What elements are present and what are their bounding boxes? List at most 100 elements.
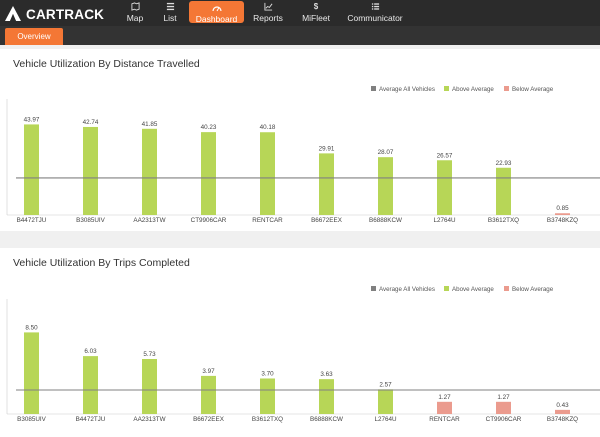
- nav-dashboard-label: Dashboard: [195, 14, 238, 24]
- bar-value-label: 3.97: [202, 368, 215, 375]
- x-tick-label: B3612TXQ: [488, 217, 519, 224]
- legend-swatch-average: [371, 86, 376, 91]
- chart-bar[interactable]: [319, 379, 334, 414]
- bar-value-label: 22.93: [496, 160, 512, 167]
- x-tick-label: AA2313TW: [133, 416, 165, 423]
- bar-value-label: 0.85: [556, 205, 569, 212]
- reports-icon: [263, 2, 273, 12]
- x-tick-label: B3612TXQ: [252, 416, 283, 423]
- brand-name: CARTRACK: [26, 6, 105, 22]
- x-tick-label: B3748KZQ: [547, 416, 578, 423]
- distance-chart: Average All Vehicles Above Average Below A…: [6, 86, 600, 224]
- bar-value-label: 1.27: [497, 394, 510, 401]
- chart-bar[interactable]: [437, 160, 452, 215]
- nav-reports-label: Reports: [253, 13, 283, 23]
- tab-overview[interactable]: Overview: [5, 28, 63, 45]
- nav-list-label: List: [163, 13, 177, 23]
- bar-value-label: 3.70: [261, 370, 274, 377]
- trips-chart: Average All Vehicles Above Average Below A…: [6, 286, 600, 423]
- bar-value-label: 40.23: [201, 124, 217, 131]
- bar-value-label: 29.91: [319, 145, 335, 152]
- x-tick-label: AA2313TW: [133, 217, 165, 224]
- x-tick-label: B3748KZQ: [547, 217, 578, 224]
- chart-bar[interactable]: [260, 132, 275, 215]
- x-tick-label: B6672EEX: [311, 217, 343, 224]
- nav-map-label: Map: [126, 13, 144, 23]
- bar-value-label: 26.57: [437, 152, 453, 159]
- chart-bar[interactable]: [83, 126, 98, 215]
- legend-swatch-average: [371, 286, 376, 291]
- legend-swatch-below: [504, 86, 509, 91]
- bar-value-label: 2.57: [379, 381, 392, 388]
- legend-label-below[interactable]: Below Average: [512, 286, 554, 293]
- chart-bar[interactable]: [201, 132, 216, 215]
- bar-value-label: 28.07: [378, 149, 394, 156]
- nav-map[interactable]: Map: [120, 0, 150, 26]
- nav-mifleet[interactable]: $ MiFleet: [299, 0, 333, 26]
- chart-bar[interactable]: [437, 401, 452, 414]
- legend-swatch-above: [444, 86, 449, 91]
- chart-bar[interactable]: [142, 358, 157, 414]
- chart-bar[interactable]: [142, 128, 157, 215]
- x-tick-label: B4472TJU: [76, 416, 106, 423]
- cartrack-logo-icon: [5, 6, 21, 21]
- nav-communicator[interactable]: Communicator: [346, 0, 404, 26]
- distance-chart-title: Vehicle Utilization By Distance Travelle…: [13, 58, 200, 70]
- x-tick-label: B3085UIV: [17, 416, 47, 423]
- distance-chart-card: Vehicle Utilization By Distance Travelle…: [0, 49, 600, 231]
- dollar-icon: $: [313, 2, 319, 11]
- dashboard-icon: [211, 3, 222, 13]
- nav-list[interactable]: List: [158, 0, 182, 26]
- nav-communicator-label: Communicator: [347, 13, 403, 23]
- legend-label-below[interactable]: Below Average: [512, 86, 554, 93]
- chart-bar[interactable]: [496, 167, 511, 215]
- legend-swatch-below: [504, 286, 509, 291]
- nav-dashboard[interactable]: Dashboard: [189, 1, 244, 24]
- list-icon: [166, 2, 175, 12]
- x-tick-label: L2764U: [433, 217, 456, 224]
- legend-label-average[interactable]: Average All Vehicles: [379, 286, 435, 293]
- chart-bar[interactable]: [83, 356, 98, 414]
- bar-value-label: 5.73: [143, 351, 156, 358]
- brand-logo[interactable]: CARTRACK: [4, 4, 104, 24]
- chart-bar[interactable]: [260, 378, 275, 414]
- x-tick-label: B3085UIV: [76, 217, 106, 224]
- nav-reports[interactable]: Reports: [252, 0, 284, 26]
- bar-value-label: 43.97: [24, 116, 40, 123]
- bar-value-label: 6.03: [84, 348, 97, 355]
- x-tick-label: B6888KCW: [310, 416, 343, 423]
- nav-mifleet-label: MiFleet: [302, 13, 330, 23]
- chart-bar[interactable]: [24, 124, 39, 215]
- bar-value-label: 42.74: [83, 119, 99, 126]
- legend-label-above[interactable]: Above Average: [452, 86, 494, 93]
- chart-bar[interactable]: [24, 332, 39, 414]
- chart-legend: Average All Vehicles Above Average Below A…: [371, 86, 554, 93]
- chart-bar[interactable]: [378, 157, 393, 215]
- x-tick-label: L2764U: [374, 416, 397, 423]
- trips-chart-card: Vehicle Utilization By Trips Completed A…: [0, 248, 600, 437]
- map-icon: [130, 2, 140, 12]
- bar-value-label: 8.50: [25, 324, 38, 331]
- bar-value-label: 0.43: [556, 402, 569, 409]
- communicator-icon: [371, 2, 380, 12]
- chart-bar[interactable]: [201, 375, 216, 414]
- legend-label-above[interactable]: Above Average: [452, 286, 494, 293]
- chart-bar[interactable]: [555, 213, 570, 215]
- x-tick-label: RENTCAR: [429, 416, 460, 423]
- x-tick-label: B6888KCW: [369, 217, 402, 224]
- bar-value-label: 3.63: [320, 371, 333, 378]
- x-tick-label: CT9906CAR: [486, 416, 522, 423]
- chart-bar[interactable]: [378, 389, 393, 414]
- x-tick-label: B4472TJU: [17, 217, 47, 224]
- x-tick-label: CT9906CAR: [191, 217, 227, 224]
- chart-bar[interactable]: [319, 153, 334, 215]
- chart-bar[interactable]: [496, 401, 511, 414]
- legend-swatch-above: [444, 286, 449, 291]
- bar-value-label: 41.85: [142, 121, 158, 128]
- legend-label-average[interactable]: Average All Vehicles: [379, 86, 435, 93]
- x-tick-label: RENTCAR: [252, 217, 283, 224]
- x-tick-label: B6672EEX: [193, 416, 225, 423]
- trips-chart-title: Vehicle Utilization By Trips Completed: [13, 257, 190, 269]
- chart-bar[interactable]: [555, 409, 570, 414]
- chart-legend: Average All Vehicles Above Average Below A…: [371, 286, 554, 293]
